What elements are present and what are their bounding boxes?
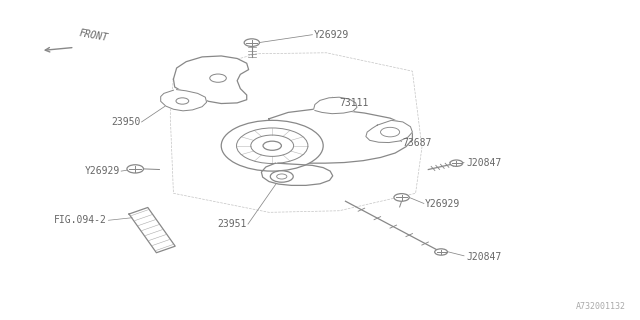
Text: A732001132: A732001132 — [576, 302, 626, 311]
Text: 73687: 73687 — [403, 138, 432, 148]
Text: 23950: 23950 — [111, 117, 140, 127]
Text: 73111: 73111 — [339, 98, 369, 108]
Polygon shape — [314, 97, 357, 114]
Text: Y26929: Y26929 — [84, 166, 120, 176]
Polygon shape — [161, 90, 207, 111]
Circle shape — [244, 39, 259, 46]
Circle shape — [210, 74, 227, 82]
Circle shape — [176, 98, 189, 104]
Circle shape — [394, 194, 409, 201]
Polygon shape — [173, 56, 248, 104]
Polygon shape — [261, 163, 333, 185]
Circle shape — [381, 127, 399, 137]
Circle shape — [263, 141, 282, 150]
Polygon shape — [261, 109, 412, 163]
Text: Y26929: Y26929 — [314, 30, 349, 40]
Text: FIG.094-2: FIG.094-2 — [54, 215, 106, 225]
Text: FRONT: FRONT — [78, 28, 109, 43]
Text: 23951: 23951 — [218, 219, 246, 229]
Circle shape — [251, 135, 294, 156]
Polygon shape — [129, 207, 175, 253]
Text: J20847: J20847 — [467, 158, 502, 168]
Circle shape — [435, 249, 447, 255]
Circle shape — [270, 171, 293, 182]
Circle shape — [127, 165, 143, 173]
Circle shape — [276, 174, 287, 179]
Circle shape — [450, 160, 463, 166]
Polygon shape — [366, 120, 412, 142]
Text: Y26929: Y26929 — [425, 199, 460, 209]
Circle shape — [221, 120, 323, 171]
Text: J20847: J20847 — [467, 252, 502, 262]
